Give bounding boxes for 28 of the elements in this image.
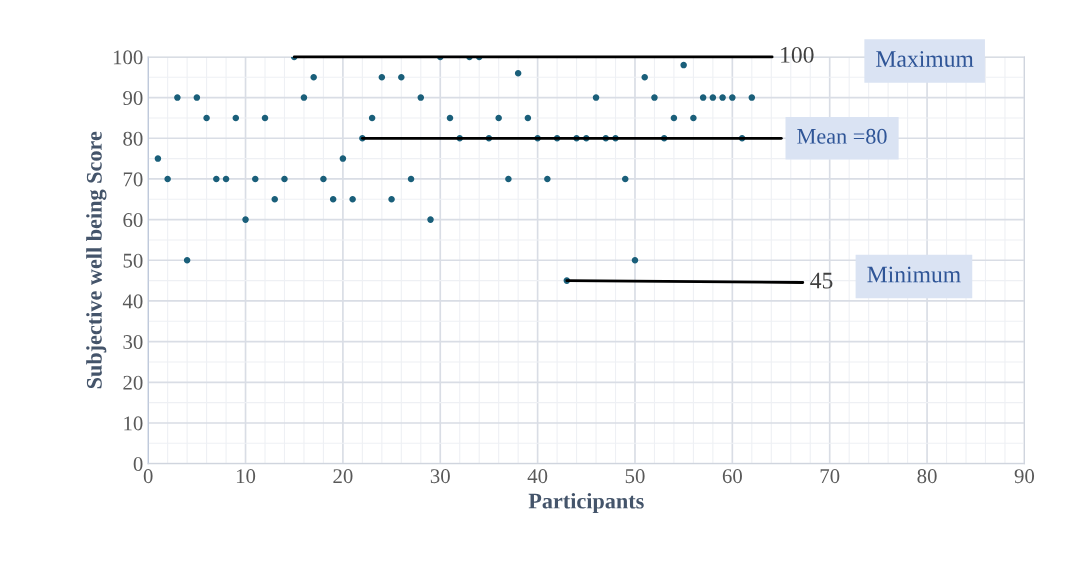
x-tick-label: 20: [333, 469, 353, 484]
x-tick-label: 0: [143, 469, 153, 484]
y-tick-label: 70: [123, 172, 143, 187]
x-tick-label: 50: [625, 469, 645, 484]
annotation: 45: [810, 272, 833, 289]
y-tick-label: 80: [123, 131, 143, 146]
x-tick-label: 60: [722, 469, 742, 484]
x-tick-label: 90: [1014, 469, 1035, 484]
y-tick-label: 30: [123, 335, 143, 350]
x-axis-title: Participants: [528, 492, 644, 514]
annotation: 100: [781, 46, 814, 63]
x-tick-label: 10: [236, 469, 256, 484]
x-tick-label: 40: [527, 469, 548, 484]
annotation: Mean =80: [797, 128, 887, 144]
annotation: Minimum: [867, 266, 961, 283]
x-tick-label: 70: [820, 469, 840, 484]
x-tick-label: 30: [430, 469, 450, 484]
y-tick-label: 50: [123, 253, 143, 268]
y-tick-label: 40: [122, 294, 143, 309]
y-tick-label: 60: [123, 212, 143, 228]
y-axis-title: Subjective well being Score: [86, 131, 107, 389]
y-tick-label: 20: [123, 375, 143, 390]
y-tick-label: 10: [124, 416, 143, 431]
y-tick-label: 0: [133, 457, 143, 472]
x-tick-label: 80: [917, 469, 937, 484]
y-tick-label: 100: [113, 50, 143, 65]
y-tick-label: 90: [123, 90, 143, 106]
annotation: Maximum: [876, 51, 974, 67]
